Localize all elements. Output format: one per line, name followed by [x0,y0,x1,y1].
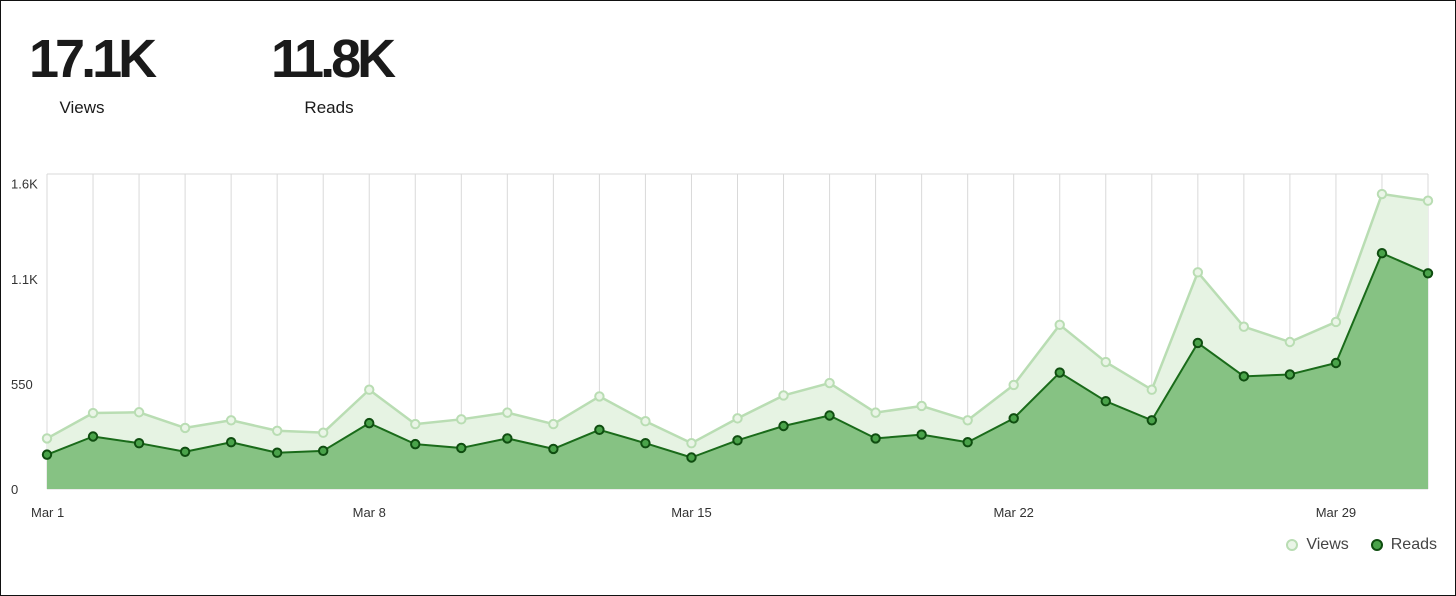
reads-point [1284,369,1296,380]
views-point [640,416,651,427]
reads-point [778,420,789,432]
reads-point [225,437,237,448]
reads-point [824,410,835,421]
x-tick-label: Mar 8 [353,505,386,520]
views-point [1376,188,1388,200]
y-tick-label: 1.1K [11,272,38,287]
x-tick-label: Mar 1 [31,505,64,520]
y-tick-label: 550 [11,377,33,392]
views-point [1054,319,1065,331]
views-point [732,413,743,424]
views-point [133,407,145,418]
reads-point [962,437,973,448]
views-point [1146,384,1158,395]
reads-point [1376,248,1388,259]
reads-point [1146,415,1158,426]
legend-label-views: Views [1306,536,1349,553]
reads-point [41,449,53,460]
reads-point [271,447,283,458]
views-point [1284,336,1296,348]
legend-item-reads[interactable]: Reads [1370,536,1437,554]
views-point [824,377,835,389]
views-label: Views [59,98,105,117]
views-point [41,433,53,444]
views-point [1422,195,1434,206]
reads-point [1422,268,1434,279]
chart-legend: Views Reads [1286,536,1437,554]
views-point [87,407,99,419]
reads-area [47,253,1428,489]
reads-point [456,442,467,454]
y-tick-label: 0 [11,482,18,497]
views-point [962,415,973,426]
reads-point [686,452,697,463]
views-point [1192,267,1204,278]
legend-label-reads: Reads [1390,536,1437,553]
x-tick-label: Mar 15 [671,505,711,520]
views-point [870,407,881,418]
views-point [778,390,789,401]
reads-point [1100,395,1111,407]
reads-point [916,429,927,440]
reads-point [1330,357,1342,369]
reads-point [1054,367,1065,378]
views-point [179,422,191,434]
reads-point [594,424,605,436]
views-point [410,418,421,430]
reads-point [364,417,375,429]
reads-point [1192,337,1204,349]
legend-item-views[interactable]: Views [1286,536,1349,554]
x-tick-label: Mar 29 [1316,505,1356,520]
views-point [271,425,283,436]
reads-point [640,437,651,449]
reads-point [133,437,145,449]
reads-point [1238,371,1250,382]
reads-point [548,443,559,455]
views-point [364,384,375,395]
reads-label: Reads [304,98,354,117]
views-point [318,427,329,438]
reads-point [870,433,881,444]
reads-point [502,433,513,444]
reads-total: 11.8K [271,29,396,89]
reads-point [179,446,191,457]
views-point [686,437,697,449]
reads-point [410,438,421,450]
views-point [225,415,237,426]
views-point [1238,321,1250,332]
views-point [1100,356,1111,368]
reads-point [318,445,329,457]
legend-dot-views [1286,539,1299,551]
reads-stat: 11.8K Reads [271,29,396,118]
y-tick-label: 1.6K [11,177,38,192]
reads-point [1008,413,1019,424]
views-point [1330,316,1342,328]
views-point [594,391,605,402]
legend-dot-reads [1370,539,1383,551]
x-tick-label: Mar 22 [993,505,1033,520]
views-point [1008,379,1019,391]
views-point [916,400,927,412]
views-point [456,414,467,425]
views-point [502,407,513,418]
views-point [548,418,559,430]
reads-point [87,431,99,442]
reads-point [732,435,743,446]
